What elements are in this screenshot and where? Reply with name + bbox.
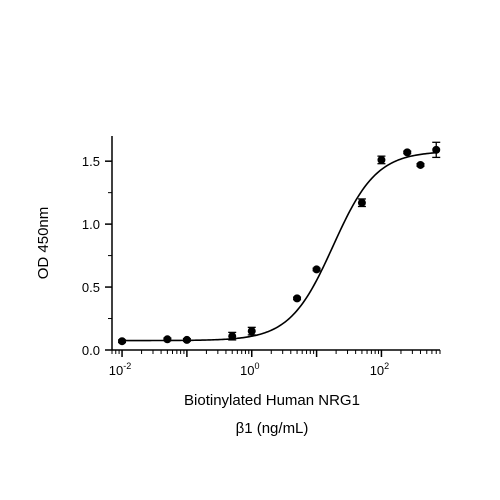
x-tick-exponent: 2: [384, 361, 389, 371]
data-point: [182, 335, 191, 344]
y-tick-label: 1.5: [82, 154, 100, 169]
data-point: [293, 294, 302, 303]
y-tick-label: 0.5: [82, 280, 100, 295]
data-point: [403, 148, 412, 157]
data-points-layer: [118, 141, 441, 346]
y-tick-label: 1.0: [82, 217, 100, 232]
data-point: [377, 155, 386, 164]
data-point: [118, 337, 127, 346]
x-tick-label: 102: [370, 361, 389, 378]
data-point: [357, 198, 366, 207]
y-tick-label: 0.0: [82, 343, 100, 358]
data-point: [312, 265, 321, 274]
y-axis-title: OD 450nm: [35, 207, 52, 280]
x-tick-label: 10-2: [109, 361, 131, 378]
data-point: [163, 335, 172, 344]
data-point: [247, 327, 256, 336]
fit-curve: [122, 151, 437, 342]
x-tick-exponent: -2: [123, 361, 131, 371]
fit-curve-layer: [122, 151, 437, 342]
axes: 0.0 0.5 1.0 1.5 10-2 100 102: [82, 136, 441, 378]
data-point: [432, 145, 441, 154]
x-tick-label: 100: [240, 361, 259, 378]
x-tick-exponent: 0: [254, 361, 259, 371]
x-axis-title-line-1: Biotinylated Human NRG1: [184, 392, 360, 409]
x-axis-title-line-2: β1 (ng/mL): [236, 420, 309, 437]
data-point: [228, 332, 237, 341]
data-point: [416, 160, 425, 169]
